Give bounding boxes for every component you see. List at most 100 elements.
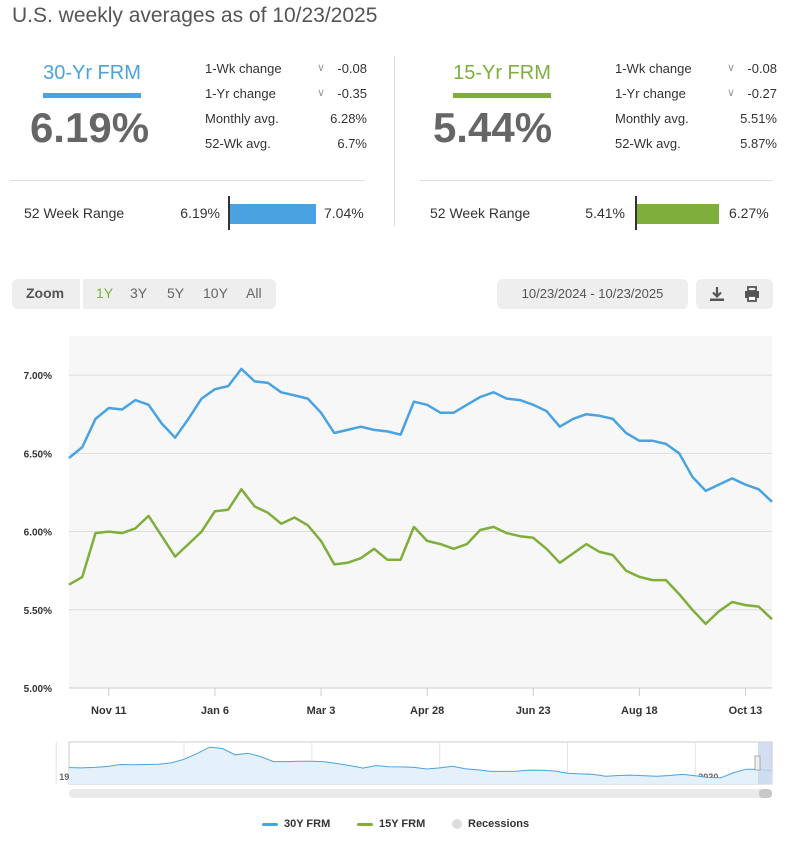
x-tick-label: Jun 23 [516, 705, 551, 717]
rate-value-30yr: 6.19% [29, 104, 150, 151]
stat-1wk-30yr: 1-Wk change ∨ -0.08 [205, 61, 375, 81]
range-label-30yr: 52 Week Range [24, 205, 125, 221]
navigator-line [68, 746, 773, 779]
panel-15yr: 15-Yr FRM 5.44% 1-Wk change ∨ -0.08 1-Yr… [420, 52, 780, 242]
stat-52wk-15yr: 52-Wk avg. 5.87% [615, 136, 785, 156]
navigator-area [69, 747, 772, 784]
zoom-10y-button[interactable]: 10Y [203, 285, 228, 301]
stat-label: 1-Wk change [205, 61, 282, 76]
range-bar-30yr [228, 196, 316, 230]
x-tick-label: Apr 28 [410, 705, 444, 717]
date-range-picker[interactable]: 10/23/2024 - 10/23/2025 [497, 279, 688, 309]
stat-label: Monthly avg. [615, 111, 689, 126]
navigator-handle [754, 755, 761, 771]
stat-1wk-15yr: 1-Wk change ∨ -0.08 [615, 61, 785, 81]
range-high-15yr: 6.27% [729, 205, 769, 221]
x-tick-label: Jan 6 [201, 705, 229, 717]
navigator-scrollbar-thumb [759, 789, 772, 798]
stat-label: 1-Yr change [615, 86, 686, 101]
zoom-separator [80, 279, 83, 309]
range-fill [637, 204, 719, 224]
panel-30yr: 30-Yr FRM 6.19% 1-Wk change ∨ -0.08 1-Yr… [10, 52, 370, 242]
x-axis: Nov 11 Jan 6 Mar 3 Apr 28 Jun 23 Aug 18 Oct 13 [69, 687, 772, 717]
rate-name-30yr: 30-Yr FRM [43, 62, 141, 84]
rate-chart: 5.00% 5.50% 6.00% 6.50% 7.00% Nov 11 Jan 6 Mar… [24, 336, 773, 798]
y-axis: 5.00% 5.50% 6.00% 6.50% 7.00% [24, 371, 52, 695]
series-lines [68, 367, 773, 626]
legend-item-30y[interactable]: 30Y FRM [262, 818, 330, 830]
rate-underline-30yr [43, 93, 141, 98]
zoom-3y-button[interactable]: 3Y [130, 285, 148, 301]
stat-1yr-15yr: 1-Yr change ∨ -0.27 [615, 86, 785, 106]
chevron-down-icon: ∨ [727, 87, 736, 99]
stat-value: -0.35 [337, 86, 367, 101]
chevron-down-icon: ∨ [317, 87, 326, 99]
range-marker [635, 196, 637, 230]
stat-value: -0.08 [747, 61, 777, 76]
legend-label: 30Y FRM [284, 818, 331, 830]
zoom-5y-button[interactable]: 5Y [167, 285, 185, 301]
navigator-selection [758, 742, 772, 784]
chevron-down-icon: ∨ [727, 62, 736, 74]
download-icon[interactable] [707, 284, 727, 304]
y-tick-label: 7.00% [24, 371, 52, 382]
legend-item-15y[interactable]: 15Y FRM [357, 818, 425, 830]
stat-value: 6.28% [330, 111, 367, 126]
stat-52wk-30yr: 52-Wk avg. 6.7% [205, 136, 375, 156]
stat-label: Monthly avg. [205, 111, 279, 126]
divider [10, 180, 365, 181]
zoom-1y-button[interactable]: 1Y [96, 285, 114, 301]
stat-value: 5.87% [740, 136, 777, 151]
zoom-all-button[interactable]: All [246, 285, 262, 301]
range-bar-15yr [635, 196, 721, 230]
range-high-30yr: 7.04% [324, 205, 364, 221]
stat-monthly-30yr: Monthly avg. 6.28% [205, 111, 375, 131]
y-tick-label: 6.50% [24, 449, 52, 460]
stat-monthly-15yr: Monthly avg. 5.51% [615, 111, 785, 131]
stat-value: 6.7% [337, 136, 367, 151]
divider [420, 180, 773, 181]
range-label-15yr: 52 Week Range [430, 205, 531, 221]
legend-swatch-15y [357, 822, 373, 826]
chevron-down-icon: ∨ [317, 62, 326, 74]
print-icon[interactable] [742, 284, 762, 304]
range-fill [230, 204, 316, 224]
x-tick-label: Oct 13 [729, 705, 763, 717]
rate-underline-15yr [453, 93, 551, 98]
range-low-15yr: 5.41% [585, 205, 625, 221]
stat-label: 1-Wk change [615, 61, 692, 76]
navigator-scrollbar [69, 789, 772, 798]
chart-tools [696, 279, 773, 309]
navigator[interactable]: 197019801990200020102020 [55, 741, 773, 798]
y-tick-label: 5.00% [24, 684, 52, 695]
legend-swatch-30y [262, 822, 278, 826]
panel-divider [394, 56, 395, 226]
stat-value: -0.27 [747, 86, 777, 101]
x-tick-label: Aug 18 [621, 705, 658, 717]
x-tick-label: Nov 11 [91, 705, 126, 717]
stat-value: -0.08 [337, 61, 367, 76]
stat-label: 52-Wk avg. [205, 136, 271, 151]
rate-value-15yr: 5.44% [432, 104, 553, 151]
legend-dot-recessions [452, 819, 462, 830]
zoom-toolbar: Zoom 1Y 3Y 5Y 10Y All [12, 279, 276, 309]
legend-label: Recessions [468, 818, 530, 830]
x-tick-label: Mar 3 [307, 705, 336, 717]
y-tick-label: 5.50% [24, 606, 52, 617]
zoom-label: Zoom [26, 285, 65, 301]
stat-value: 5.51% [740, 111, 777, 126]
series-line-30y [68, 367, 773, 503]
stat-label: 52-Wk avg. [615, 136, 681, 151]
page-title: U.S. weekly averages as of 10/23/2025 [12, 4, 378, 27]
legend-item-recessions[interactable]: Recessions [452, 818, 529, 830]
y-tick-label: 6.00% [24, 528, 52, 539]
range-low-30yr: 6.19% [180, 205, 220, 221]
range-marker [228, 196, 230, 230]
stat-1yr-30yr: 1-Yr change ∨ -0.35 [205, 86, 375, 106]
navigator-label: 2020 [698, 772, 718, 782]
legend-label: 15Y FRM [379, 818, 426, 830]
stat-label: 1-Yr change [205, 86, 276, 101]
rate-name-15yr: 15-Yr FRM [453, 62, 551, 84]
series-line-15y [68, 488, 773, 626]
plot-background [69, 336, 772, 688]
